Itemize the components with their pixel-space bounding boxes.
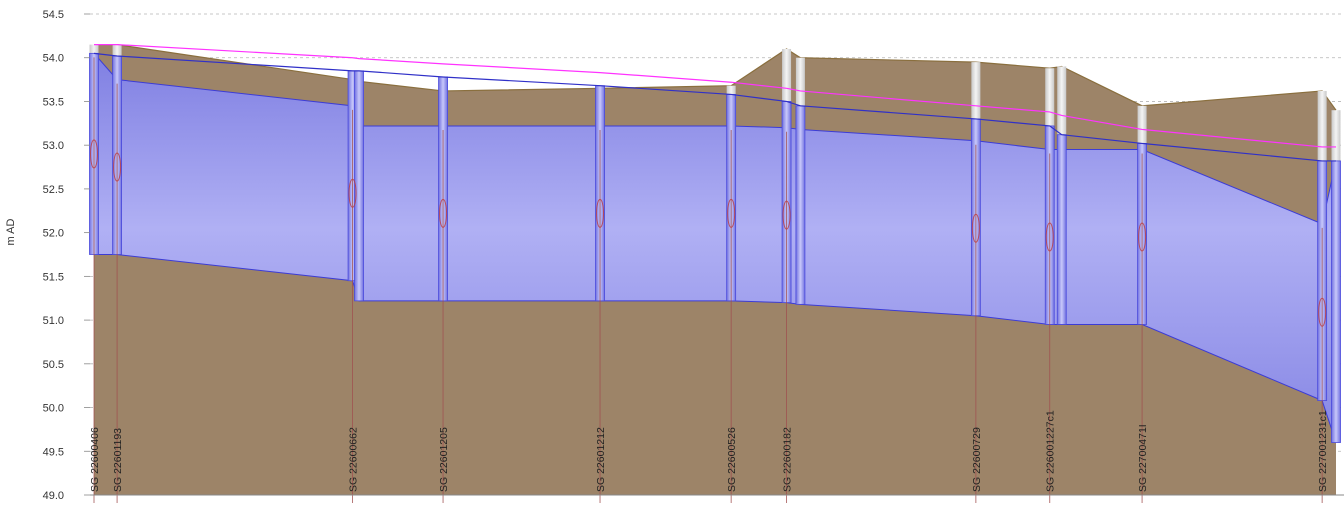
manhole-shaft: [1056, 134, 1067, 325]
manhole-cover: [782, 48, 792, 102]
manhole-shaft: [795, 105, 806, 305]
y-tick-label: 51.5: [43, 271, 64, 283]
y-tick-label: 49.5: [43, 446, 64, 458]
y-axis: m AD 54.5 54.0 53.5 53.0 52.5 52.0 51.5 51.0 50.…: [5, 9, 1344, 502]
node-label: SG 22600526: [726, 427, 738, 492]
manhole-cover: [89, 44, 99, 54]
hydraulic-grade-line: [93, 52, 1336, 162]
manhole-cover: [1057, 66, 1067, 135]
node-marker: [90, 139, 98, 169]
y-tick-label: 52.5: [43, 184, 64, 196]
manhole-cover: [971, 62, 981, 119]
y-tick-label: 49.0: [43, 490, 64, 502]
pipe-band: [94, 53, 1336, 443]
manhole-cover: [112, 44, 122, 56]
node-label: SG 22600182: [782, 427, 794, 492]
node-marker: [1138, 222, 1147, 252]
node-label: SG 22601212: [595, 427, 607, 492]
manhole-cover: [1137, 105, 1147, 144]
y-tick-label: 53.0: [43, 140, 64, 152]
node-marker: [1045, 222, 1054, 252]
node-label: SG 22601205: [438, 427, 450, 492]
manhole-cover: [1331, 110, 1341, 161]
node-marker: [348, 178, 357, 208]
level-lines: [93, 44, 1336, 162]
y-tick-label: 50.0: [43, 403, 64, 415]
y-tick-label: 53.5: [43, 96, 64, 108]
node-label: SG 22600729: [971, 427, 983, 492]
manhole-shaft: [1331, 160, 1341, 443]
node-marker: [113, 152, 122, 182]
node-label: SG 226001227c1: [1045, 410, 1057, 492]
y-tick-label: 51.0: [43, 315, 64, 327]
y-tick-label: 50.5: [43, 359, 64, 371]
node-label: SG 227001231c1: [1317, 410, 1329, 492]
node-marker: [596, 198, 605, 228]
node-marker: [971, 213, 980, 243]
manhole-cover: [1045, 68, 1055, 126]
node-marker: [439, 198, 448, 228]
y-axis-title: m AD: [5, 219, 17, 246]
y-tick-label: 54.0: [43, 53, 64, 65]
y-tick-label: 54.5: [43, 9, 64, 21]
energy-line: [94, 44, 1336, 148]
node-marker: [1318, 297, 1327, 327]
manhole-cover: [795, 57, 805, 106]
node-label: SG 22700471I: [1137, 424, 1149, 492]
manhole-cover: [1317, 90, 1327, 161]
node-marker: [727, 198, 736, 228]
manhole-cover: [726, 85, 736, 95]
node-markers: SG 22600406 SG 22601193 SG 22600662 SG 2260…: [89, 57, 1329, 503]
node-label: SG 22600662: [348, 427, 360, 492]
node-marker: [782, 200, 791, 230]
y-tick-label: 52.0: [43, 228, 64, 240]
node-label: SG 22601193: [112, 428, 124, 492]
node-label: SG 22600406: [89, 427, 101, 492]
